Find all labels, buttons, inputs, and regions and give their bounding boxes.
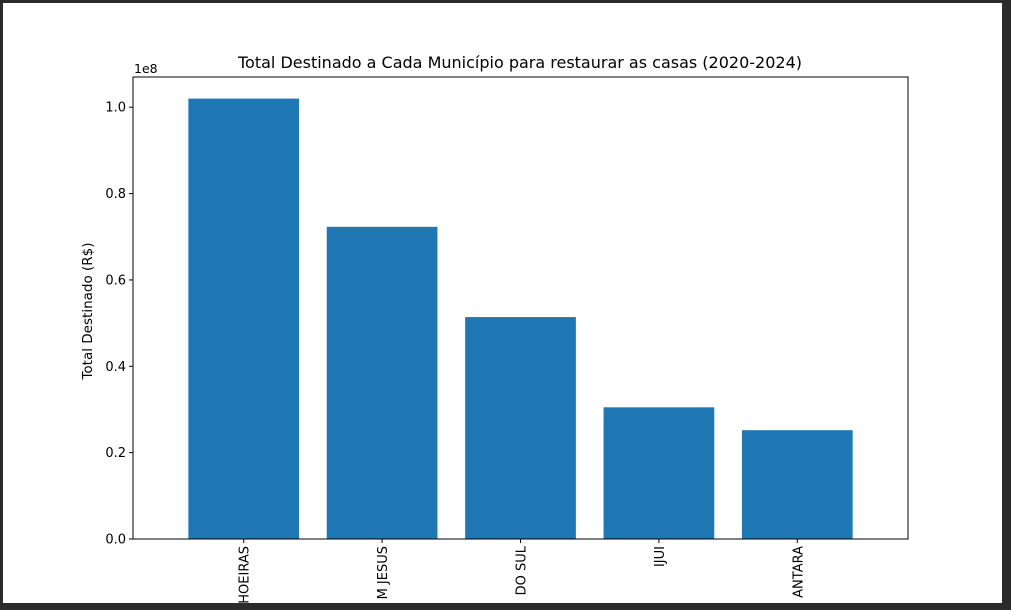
bar-3 — [603, 407, 715, 539]
y-tick-label-0: 0.0 — [105, 533, 126, 548]
y-tick-label-4: 0.8 — [105, 187, 126, 202]
plot-area-frame — [132, 76, 909, 540]
y-tick-label-3: 0.6 — [105, 273, 126, 288]
bar-chart: Total Destinado a Cada Município para re… — [80, 53, 909, 604]
y-offset-label: 1e8 — [134, 61, 158, 76]
x-tick-label-2: DO SUL — [515, 545, 530, 595]
x-tick-label-3: IJUI — [653, 546, 668, 567]
bar-0 — [188, 98, 300, 539]
y-tick-label-5: 1.0 — [105, 101, 126, 116]
x-ticks: HOEIRAS M JESUS DO SUL IJUI ANTARA — [238, 539, 806, 604]
bar-4 — [741, 430, 853, 539]
x-tick-label-4: ANTARA — [791, 546, 806, 598]
bar-2 — [465, 317, 576, 539]
y-tick-label-1: 0.2 — [105, 446, 126, 461]
bars-group — [188, 98, 853, 539]
x-tick-label-1: M JESUS — [376, 546, 391, 599]
x-tick-label-0: HOEIRAS — [238, 546, 253, 604]
y-ticks: 0.0 0.2 0.4 0.6 0.8 1.0 — [105, 101, 133, 548]
bar-1 — [326, 226, 438, 539]
y-axis-label: Total Destinado (R$) — [80, 242, 96, 380]
chart-title: Total Destinado a Cada Município para re… — [237, 53, 802, 72]
window-edge — [1002, 3, 1008, 610]
y-tick-label-2: 0.4 — [105, 360, 126, 375]
